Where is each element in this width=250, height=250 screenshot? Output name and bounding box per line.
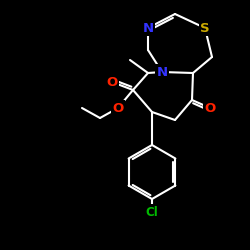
Text: N: N (142, 22, 154, 35)
Text: S: S (200, 22, 210, 35)
Text: Cl: Cl (146, 206, 158, 218)
Text: O: O (204, 102, 216, 114)
Text: N: N (156, 66, 168, 78)
Text: O: O (106, 76, 118, 88)
Text: O: O (112, 102, 124, 114)
